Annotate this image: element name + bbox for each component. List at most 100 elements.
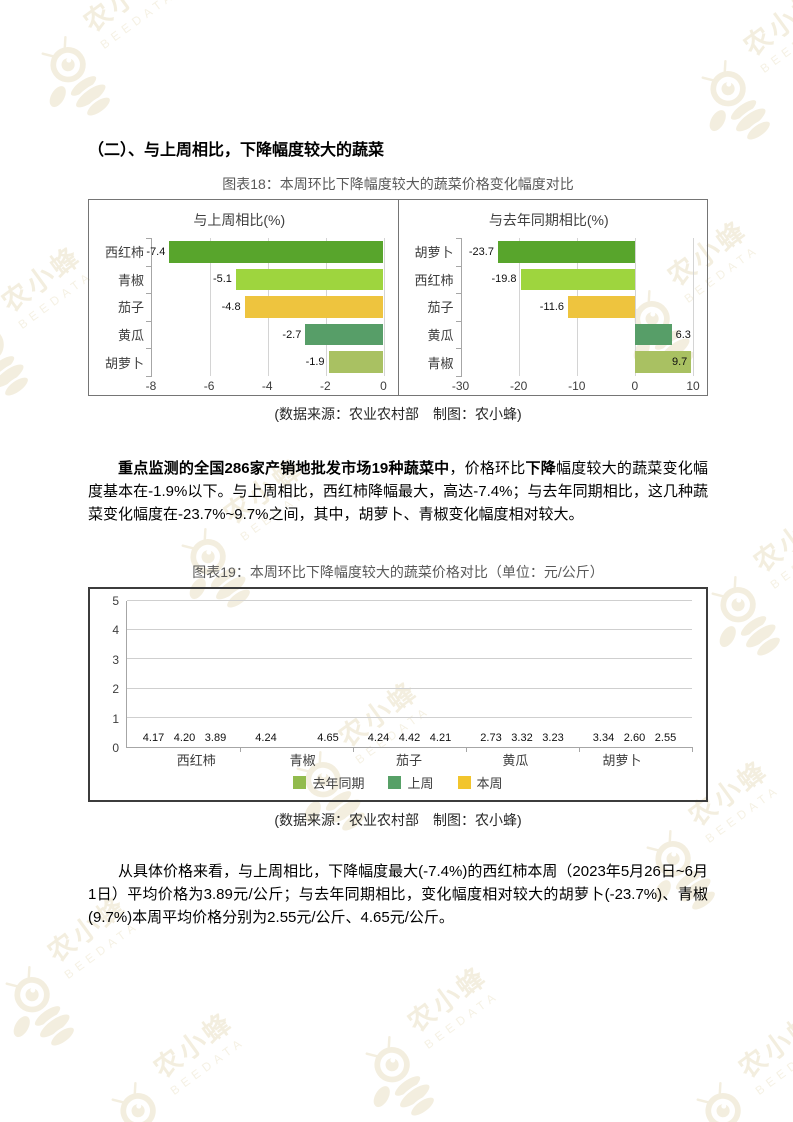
figure18-source: (数据来源：农业农村部 制图：农小蜂) bbox=[274, 406, 522, 422]
category-label: 西红柿 bbox=[176, 752, 216, 768]
bar bbox=[244, 296, 384, 318]
bar-row: 6.3 bbox=[462, 321, 694, 349]
watermark-brand: 农小蜂 bbox=[733, 1006, 793, 1084]
axis-tick bbox=[455, 293, 462, 295]
y-tick-label: 4 bbox=[112, 623, 119, 638]
bee-logo-icon bbox=[365, 1035, 437, 1118]
watermark-subtitle: BEEDATA bbox=[167, 1033, 248, 1098]
value-label: -4.8 bbox=[221, 300, 241, 313]
watermark-subtitle: BEEDATA bbox=[752, 1033, 793, 1098]
plot-area: -23.7 -19.8 -11.6 6.3 9.7 bbox=[455, 238, 694, 377]
value-label: 3.34 bbox=[592, 732, 615, 744]
watermark-brand: 农小蜂 bbox=[738, 0, 793, 62]
axis-tick bbox=[146, 238, 152, 239]
category-label: 胡萝卜 bbox=[414, 245, 454, 261]
watermark-text: 农小蜂 BEEDATA bbox=[402, 960, 503, 1052]
x-tick-label: -10 bbox=[568, 379, 586, 393]
bar-row: -1.9 bbox=[152, 348, 384, 376]
axis-tick bbox=[455, 348, 462, 350]
watermark-text: 农小蜂 BEEDATA bbox=[733, 1006, 793, 1098]
y-tick-label: 2 bbox=[112, 682, 119, 697]
gridline bbox=[127, 629, 692, 631]
gridline bbox=[383, 238, 385, 376]
watermark-text: 农小蜂 BEEDATA bbox=[748, 501, 793, 592]
value-label: 2.73 bbox=[480, 732, 502, 744]
chart-body: 胡萝卜 西红柿 茄子 黄瓜 青椒 -23.7 -19.8 -11.6 6.3 9.7 bbox=[405, 238, 694, 377]
paragraph-summary: 重点监测的全国286家产销地批发市场19种蔬菜中，价格环比下降幅度较大的蔬菜变化… bbox=[88, 457, 708, 526]
text-run: ，价格环比 bbox=[449, 460, 526, 477]
bar-row: -4.8 bbox=[152, 293, 384, 321]
y-axis: 0 1 2 3 4 5 bbox=[104, 594, 126, 755]
axis-tick bbox=[466, 747, 467, 752]
bar-row: -11.6 bbox=[462, 293, 694, 321]
x-tick-label: -6 bbox=[203, 379, 215, 393]
category-label: 茄子 bbox=[427, 300, 454, 316]
axis-tick bbox=[455, 376, 462, 377]
value-label: 4.24 bbox=[255, 732, 277, 744]
text-run: 幅度较大的蔬菜变化幅度基本在-1.9%以下。与上周相比，西红柿降幅最大，高达-7… bbox=[88, 460, 708, 523]
category-label: 胡萝卜 bbox=[104, 355, 144, 371]
axis-tick bbox=[146, 293, 152, 295]
legend-label: 本周 bbox=[476, 775, 503, 791]
figure18-caption: 图表18：本周环比下降幅度较大的蔬菜价格变化幅度对比 bbox=[222, 176, 574, 192]
watermark-brand: 农小蜂 bbox=[78, 0, 169, 39]
value-label: 4.20 bbox=[173, 732, 196, 744]
axis-tick bbox=[455, 238, 462, 239]
value-label: 6.3 bbox=[675, 328, 691, 341]
bar bbox=[305, 323, 384, 346]
y-tick-label: 1 bbox=[112, 711, 119, 726]
watermark-brand: 农小蜂 bbox=[402, 960, 493, 1038]
x-tick-label: 0 bbox=[631, 379, 639, 393]
gridline bbox=[127, 687, 692, 689]
x-axis: -8 -6 -4 -2 0 bbox=[146, 376, 387, 393]
value-label: -2.7 bbox=[282, 328, 302, 341]
value-label: -11.6 bbox=[539, 300, 564, 313]
value-label: 2.55 bbox=[654, 732, 677, 744]
value-label: 4.24 bbox=[367, 732, 390, 744]
value-label: -19.8 bbox=[491, 273, 517, 286]
bar-row: -5.1 bbox=[152, 266, 384, 294]
axis-tick bbox=[692, 747, 693, 752]
axis-tick bbox=[353, 747, 354, 752]
legend-label: 上周 bbox=[407, 775, 434, 791]
value-label: -5.1 bbox=[212, 273, 232, 286]
text-run: 重点监测的全国286家产销地批发市场19种蔬菜中 bbox=[118, 460, 450, 477]
category-label: 黄瓜 bbox=[117, 328, 144, 344]
bar-row: -23.7 bbox=[462, 238, 694, 266]
gridline bbox=[693, 238, 694, 376]
watermark-brand: 农小蜂 bbox=[148, 1006, 239, 1084]
category-label: 西红柿 bbox=[104, 245, 144, 261]
value-label: 4.42 bbox=[398, 732, 421, 744]
axis-tick bbox=[455, 320, 462, 322]
category-label: 青椒 bbox=[427, 355, 454, 371]
gridline bbox=[519, 238, 521, 376]
axis-tick bbox=[240, 747, 241, 752]
value-label: 3.89 bbox=[204, 732, 227, 744]
chart-body: 西红柿 青椒 茄子 黄瓜 胡萝卜 -7.4 -5.1 -4.8 -2.7 -1.9 bbox=[95, 238, 385, 377]
chart-legend: 去年同期 上周 本周 bbox=[104, 770, 692, 794]
plot-area: -7.4 -5.1 -4.8 -2.7 -1.9 bbox=[146, 238, 385, 377]
plot-area: 4.17 4.20 3.89 4.24 4.65 4.24 4.42 4.21 2.73 3.32… bbox=[126, 600, 693, 752]
figure19-caption: 图表19：本周环比下降幅度较大的蔬菜价格对比（单位：元/公斤） bbox=[192, 564, 604, 580]
watermark-subtitle: BEEDATA bbox=[421, 987, 502, 1052]
watermark: 农小蜂 BEEDATA bbox=[72, 972, 314, 1122]
chart-title: 与去年同期相比(%) bbox=[488, 212, 609, 228]
category-axis: 西红柿 青椒 茄子 黄瓜 胡萝卜 bbox=[95, 238, 151, 376]
y-tick-label: 3 bbox=[112, 652, 119, 667]
bee-logo-icon bbox=[5, 965, 77, 1048]
watermark-text: 农小蜂 BEEDATA bbox=[738, 0, 793, 76]
watermark-subtitle: BEEDATA bbox=[757, 11, 793, 76]
category-label: 茄子 bbox=[117, 300, 144, 316]
gridline bbox=[127, 716, 692, 718]
gridline bbox=[127, 600, 692, 601]
x-tick-label: -2 bbox=[320, 379, 331, 393]
legend-swatch bbox=[293, 775, 307, 789]
legend-item: 去年同期 bbox=[293, 773, 364, 792]
chart-title: 与上周相比(%) bbox=[193, 212, 286, 228]
value-label: 9.7 bbox=[671, 356, 688, 369]
watermark: 农小蜂 BEEDATA bbox=[657, 972, 793, 1122]
chart-body: 0 1 2 3 4 5 4.17 4.20 3.89 4.24 4.65 4.24 4.42 4.21 2… bbox=[104, 594, 693, 755]
watermark-subtitle: BEEDATA bbox=[15, 267, 96, 332]
axis-tick bbox=[579, 747, 580, 752]
